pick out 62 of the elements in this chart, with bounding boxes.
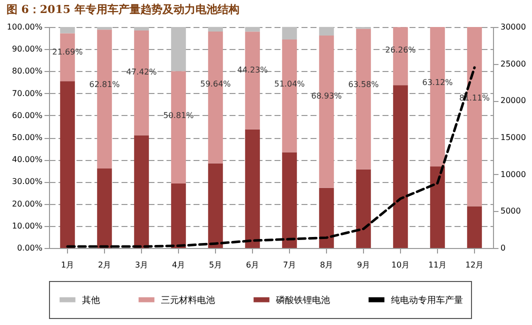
bar: [208, 26, 223, 32]
y-tick-label: 80.00%: [12, 66, 43, 76]
bar: [393, 85, 408, 248]
y-tick-label: 50.00%: [12, 133, 43, 142]
data-label: 62.81%: [89, 80, 120, 90]
y2-tick-label: 0: [500, 244, 506, 252]
y2-tick-label: 20000: [500, 96, 526, 106]
bar: [319, 26, 334, 36]
legend-label: 磷酸铁锂电池: [275, 294, 330, 306]
bar: [97, 26, 112, 30]
y-tick-label: 90.00%: [12, 44, 43, 54]
bar: [356, 169, 371, 248]
x-tick-label: 6月: [246, 260, 260, 270]
data-label: 68.93%: [311, 91, 342, 100]
data-label: 21.69%: [52, 47, 84, 56]
bar: [245, 26, 260, 32]
x-tick-label: 7月: [282, 260, 296, 270]
bar: [60, 27, 75, 34]
y-tick-label: 30.00%: [12, 177, 43, 186]
y2-tick-label: 15000: [500, 133, 526, 142]
bar: [134, 26, 149, 30]
bar: [171, 26, 186, 72]
y2-tick-label: 30000: [500, 22, 526, 32]
y2-tick-label: 10000: [500, 170, 526, 179]
y-tick-label: 100.00%: [6, 22, 43, 32]
x-tick-label: 2月: [98, 260, 112, 270]
bar: [97, 168, 112, 248]
bar: [282, 26, 297, 40]
data-label: 63.12%: [422, 78, 454, 87]
x-tick-label: 11月: [428, 260, 447, 270]
x-tick-label: 1月: [60, 260, 74, 270]
bar: [171, 183, 186, 248]
x-tick-label: 3月: [134, 260, 148, 270]
y2-tick-label: 5000: [500, 206, 521, 216]
x-tick-label: 8月: [320, 260, 334, 270]
data-label: 59.64%: [200, 79, 232, 88]
legend-label: 三元材料电池: [161, 294, 215, 306]
y-tick-label: 20.00%: [12, 199, 43, 208]
x-tick-label: 4月: [172, 260, 186, 270]
bar: [467, 206, 482, 248]
bar: [245, 129, 260, 248]
y-tick-label: 70.00%: [12, 88, 43, 98]
x-tick-label: 5月: [208, 260, 222, 270]
bar: [134, 135, 149, 248]
x-tick-label: 12月: [465, 260, 484, 270]
x-tick-label: 9月: [356, 260, 370, 270]
chart-title: 图 6：2015 年专用车产量趋势及动力电池结构: [6, 3, 240, 16]
x-tick-label: 10月: [391, 260, 410, 270]
bar: [60, 81, 75, 248]
data-label: 51.04%: [274, 80, 306, 89]
y-tick-label: 40.00%: [12, 155, 43, 164]
y-tick-label: 60.00%: [12, 110, 43, 120]
data-label: 63.58%: [348, 80, 380, 90]
y2-tick-label: 25000: [500, 59, 526, 68]
bar: [319, 188, 334, 248]
bar: [430, 166, 445, 248]
bar: [282, 152, 297, 248]
bar: [208, 163, 223, 248]
y-tick-label: 0.00%: [17, 244, 43, 252]
legend-label: 其他: [82, 294, 100, 306]
legend-label: 纯电动专用车产量: [391, 294, 463, 306]
y-tick-label: 10.00%: [12, 221, 43, 230]
